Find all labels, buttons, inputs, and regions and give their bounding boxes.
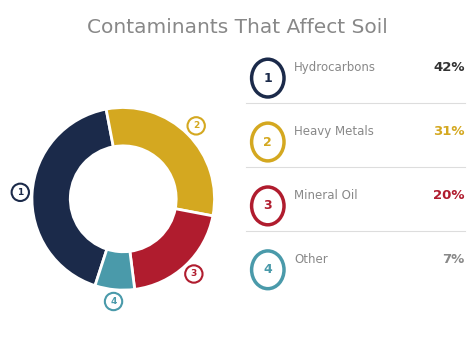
Text: 20%: 20% <box>433 189 465 202</box>
Wedge shape <box>130 209 213 289</box>
Text: 1: 1 <box>17 188 23 197</box>
Text: 31%: 31% <box>433 125 465 138</box>
Text: 1: 1 <box>264 72 272 84</box>
Text: Mineral Oil: Mineral Oil <box>294 189 357 202</box>
Text: Heavy Metals: Heavy Metals <box>294 125 374 138</box>
Text: Hydrocarbons: Hydrocarbons <box>294 61 376 74</box>
Circle shape <box>252 251 284 289</box>
Circle shape <box>185 265 202 283</box>
Circle shape <box>12 184 29 201</box>
Text: 3: 3 <box>191 269 197 279</box>
Text: 2: 2 <box>264 136 272 148</box>
Text: 2: 2 <box>193 121 199 130</box>
Text: 7%: 7% <box>442 253 465 266</box>
Circle shape <box>252 187 284 225</box>
Wedge shape <box>32 109 113 286</box>
Text: Contaminants That Affect Soil: Contaminants That Affect Soil <box>87 18 387 37</box>
Text: 4: 4 <box>264 263 272 276</box>
Text: 3: 3 <box>264 200 272 212</box>
Text: 4: 4 <box>110 297 117 306</box>
Circle shape <box>252 59 284 97</box>
Wedge shape <box>95 249 135 290</box>
Wedge shape <box>106 108 215 216</box>
Circle shape <box>105 293 122 310</box>
Text: Other: Other <box>294 253 328 266</box>
Text: 42%: 42% <box>433 61 465 74</box>
Circle shape <box>252 123 284 161</box>
Circle shape <box>188 117 205 135</box>
